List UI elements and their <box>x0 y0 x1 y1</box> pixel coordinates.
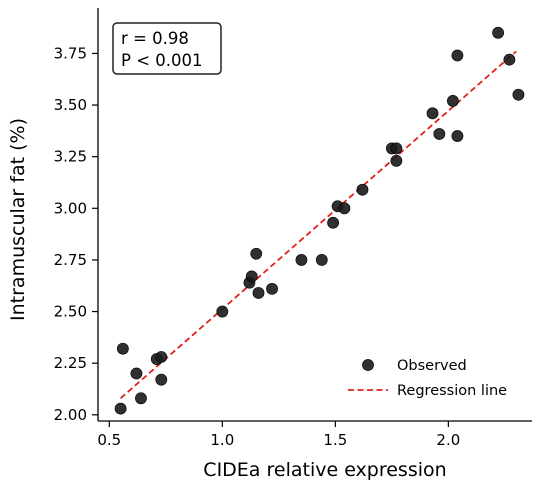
y-tick-label: 2.75 <box>54 251 87 269</box>
regression-line <box>120 50 517 399</box>
y-axis-ticks: 2.00 2.25 2.50 2.75 3.00 3.25 3.50 3.75 <box>54 44 98 424</box>
data-point <box>295 254 308 266</box>
statistics-annotation-box: r = 0.98 P < 0.001 <box>112 22 222 75</box>
statistics-box-frame <box>112 22 222 75</box>
data-point <box>446 95 459 107</box>
x-tick-label: 1.0 <box>210 431 234 449</box>
data-point <box>216 305 229 318</box>
y-tick-label: 2.25 <box>54 354 87 372</box>
data-point <box>327 216 339 229</box>
x-axis-ticks: 0.5 1.0 1.5 2.0 <box>97 421 460 449</box>
x-tick-label: 0.5 <box>97 431 121 449</box>
data-point <box>356 183 369 196</box>
data-point <box>390 154 403 167</box>
x-axis-title: CIDEa relative expression <box>203 459 446 481</box>
y-tick-label: 3.25 <box>54 148 87 166</box>
data-point <box>390 142 403 155</box>
data-point <box>451 130 464 142</box>
data-point <box>250 247 263 260</box>
correlation-text: r = 0.98 <box>121 29 189 48</box>
legend-observed-marker <box>362 359 374 371</box>
data-point <box>135 392 147 405</box>
legend-regression-label: Regression line <box>397 383 507 399</box>
x-tick-label: 2.0 <box>436 431 460 449</box>
data-point <box>451 49 464 62</box>
y-tick-label: 3.00 <box>54 199 87 217</box>
y-tick-label: 3.50 <box>54 96 87 114</box>
legend-observed-label: Observed <box>397 358 467 374</box>
data-point <box>433 128 446 140</box>
data-point <box>266 282 278 295</box>
y-tick-label: 2.50 <box>54 303 87 321</box>
data-point <box>155 351 168 363</box>
data-point <box>512 88 525 101</box>
data-point <box>492 26 504 39</box>
data-point <box>426 107 439 120</box>
data-point <box>116 342 129 355</box>
data-point <box>130 367 143 380</box>
data-point <box>315 254 328 266</box>
plot-area <box>114 26 525 415</box>
data-point <box>155 373 168 386</box>
p-value-text: P < 0.001 <box>121 51 203 70</box>
legend: Observed Regression line <box>348 358 507 399</box>
x-tick-label: 1.5 <box>323 431 347 449</box>
data-point <box>245 270 258 283</box>
y-tick-label: 2.00 <box>54 406 87 424</box>
y-axis-title: Intramuscular fat (%) <box>7 118 29 321</box>
data-point <box>503 53 516 66</box>
data-point <box>338 202 351 215</box>
data-point <box>114 402 127 415</box>
data-point <box>252 287 265 299</box>
y-tick-label: 3.75 <box>54 44 87 62</box>
